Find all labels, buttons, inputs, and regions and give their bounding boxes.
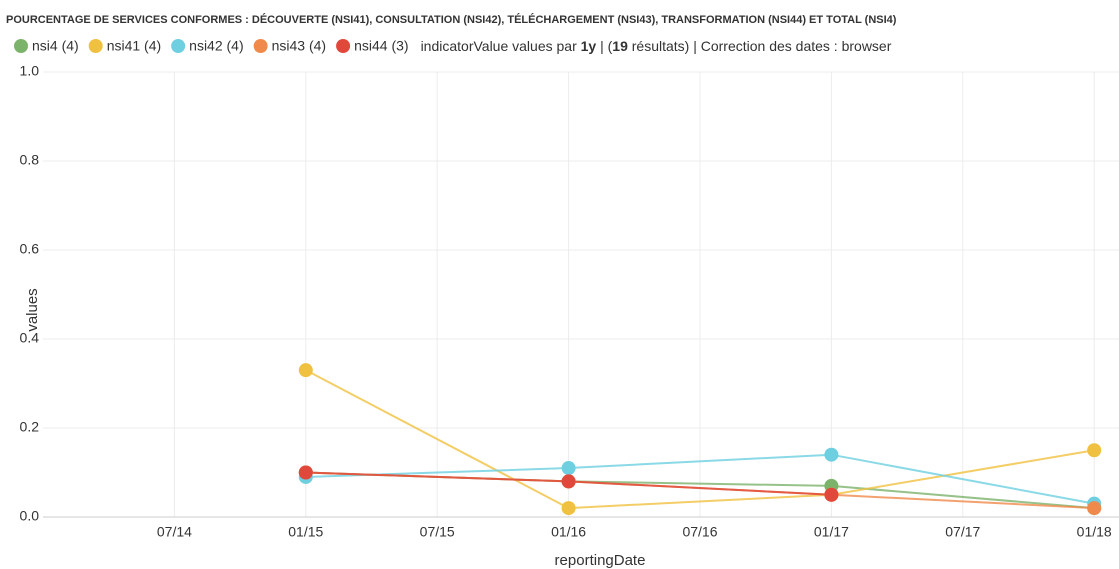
- legend-label: nsi42 (4): [189, 38, 243, 54]
- data-point: [824, 447, 839, 462]
- y-axis-label: values: [24, 288, 41, 331]
- legend-marker: [336, 39, 351, 53]
- data-point: [298, 363, 313, 378]
- y-tick-label: 0.6: [20, 241, 40, 257]
- y-tick-label: 0.2: [20, 419, 40, 435]
- x-tick-label: 07/14: [157, 524, 192, 540]
- data-point: [561, 501, 576, 516]
- subtitle-part: | (: [596, 38, 612, 54]
- x-axis-label: reportingDate: [555, 552, 646, 569]
- subtitle-part: 19: [612, 38, 628, 54]
- subtitle-part: indicatorValue values par: [421, 38, 581, 54]
- data-point: [298, 465, 313, 480]
- x-tick-label: 07/17: [945, 524, 980, 540]
- x-tick-label: 01/17: [814, 524, 849, 540]
- data-point: [561, 461, 576, 476]
- x-tick-label: 07/15: [420, 524, 455, 540]
- legend-marker: [171, 39, 186, 53]
- data-point: [824, 487, 839, 502]
- subtitle: indicatorValue values par 1y | (19 résul…: [421, 38, 892, 54]
- data-point: [1087, 443, 1102, 458]
- x-tick-label: 01/18: [1077, 524, 1112, 540]
- x-tick-label: 01/15: [288, 524, 323, 540]
- data-point: [1087, 501, 1102, 516]
- series-line: [305, 369, 1095, 510]
- y-tick-label: 0.8: [20, 152, 40, 168]
- x-tick-label: 01/16: [551, 524, 586, 540]
- chart-title: POURCENTAGE DE SERVICES CONFORMES : DÉCO…: [6, 13, 897, 26]
- series-line: [305, 453, 1095, 505]
- y-tick-label: 0.4: [20, 330, 40, 346]
- subtitle-part: 1y: [581, 38, 597, 54]
- legend-marker: [14, 39, 28, 53]
- x-tick-label: 07/16: [682, 524, 717, 540]
- legend-label: nsi4 (4): [32, 38, 79, 54]
- y-tick-label: 1.0: [20, 63, 40, 79]
- legend-marker: [88, 39, 103, 53]
- subtitle-part: résultats) | Correction des dates : brow…: [628, 38, 892, 54]
- legend-label: nsi44 (3): [354, 38, 408, 54]
- legend-label: nsi43 (4): [272, 38, 326, 54]
- y-tick-label: 0.0: [20, 508, 40, 524]
- data-point: [561, 474, 576, 489]
- legend-marker: [253, 39, 268, 53]
- legend-label: nsi41 (4): [107, 38, 161, 54]
